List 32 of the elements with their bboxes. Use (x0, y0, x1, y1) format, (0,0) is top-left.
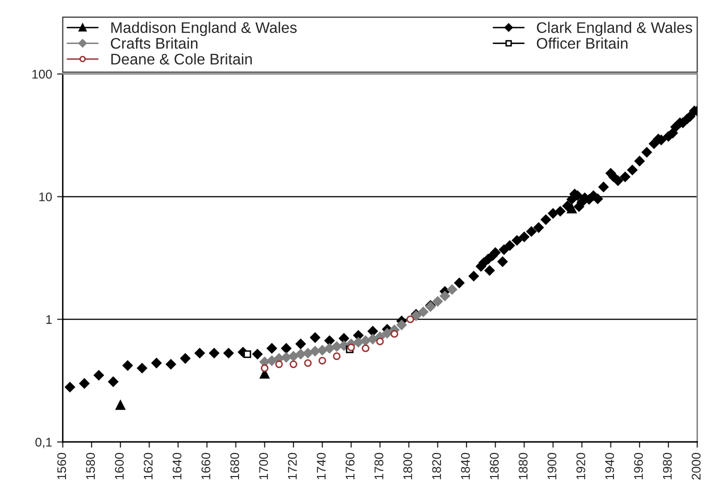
x-tick-label: 1720 (288, 452, 297, 480)
x-tick-label: 1840 (461, 452, 470, 480)
x-tick-label: 1680 (230, 452, 240, 480)
x-tick-label: 1740 (316, 452, 326, 480)
x-tick-label: 1580 (86, 452, 95, 480)
legend-label: Clark England & Wales (536, 22, 692, 36)
x-tick-label: 1800 (403, 452, 412, 480)
x-tick-label: 2000 (692, 452, 701, 480)
x-tick-label: 1600 (114, 452, 124, 480)
legend-label: Officer Britain (536, 38, 628, 49)
legend-label: Deane & Cole Britain (111, 53, 252, 65)
y-tick-label: 0,1 (35, 438, 52, 448)
x-tick-label: 1920 (576, 452, 586, 480)
legend-label: Crafts Britain (110, 38, 198, 49)
x-tick-label: 1900 (548, 452, 556, 480)
x-tick-label: 1760 (346, 452, 355, 480)
x-tick-label: 1780 (374, 452, 384, 480)
x-tick-label: 1820 (432, 452, 442, 480)
x-tick-label: 1660 (201, 452, 210, 480)
y-tick-label: 10 (39, 192, 52, 202)
x-tick-label: 1620 (144, 452, 153, 480)
x-tick-label: 1880 (518, 452, 528, 480)
x-tick-label: 1860 (490, 452, 499, 480)
y-tick-label: 100 (32, 70, 52, 79)
x-tick-label: 1960 (634, 452, 643, 480)
x-tick-label: 1700 (259, 452, 268, 480)
x-tick-label: 1560 (57, 452, 66, 480)
legend-label: Maddison England & Wales (111, 22, 297, 36)
x-tick-label: 1980 (662, 452, 672, 480)
x-tick-label: 1640 (172, 452, 182, 480)
y-tick-label: 1 (46, 315, 52, 324)
x-tick-label: 1940 (605, 452, 614, 480)
